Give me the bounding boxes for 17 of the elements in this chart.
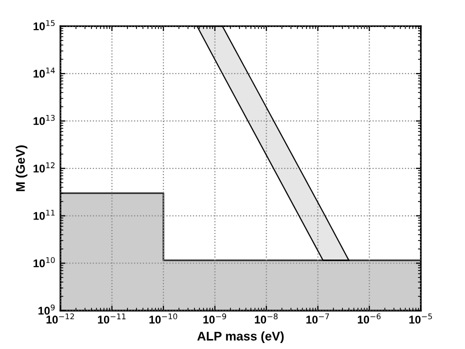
x-tick-label: 10$^{−11}$ (98, 314, 126, 324)
x-tick-label: 10$^{−5}$ (409, 314, 432, 324)
x-tick-label: 10$^{−10}$ (150, 313, 178, 324)
y-axis-title: M (GeV) (16, 145, 28, 192)
x-axis-title: ALP mass (eV) (197, 331, 284, 344)
y-tick-label: 10$^{11}$ (34, 210, 55, 220)
x-tick-label: 10$^{−7}$ (306, 314, 329, 324)
x-tick-label: 10$^{−8}$ (254, 313, 278, 324)
y-tick-label: 10$^{10}$ (34, 257, 55, 268)
y-tick-label: 10$^{12}$ (34, 162, 55, 172)
y-tick-label: 10$^{15}$ (34, 20, 55, 30)
y-tick-label: 10$^{9}$ (38, 304, 55, 315)
x-tick-label: 10$^{−12}$ (46, 313, 74, 324)
y-tick-label: 10$^{14}$ (34, 68, 55, 78)
x-tick-label: 10$^{−9}$ (203, 313, 226, 324)
x-tick-label: 10$^{−6}$ (358, 313, 381, 324)
y-tick-label: 10$^{13}$ (34, 114, 55, 126)
